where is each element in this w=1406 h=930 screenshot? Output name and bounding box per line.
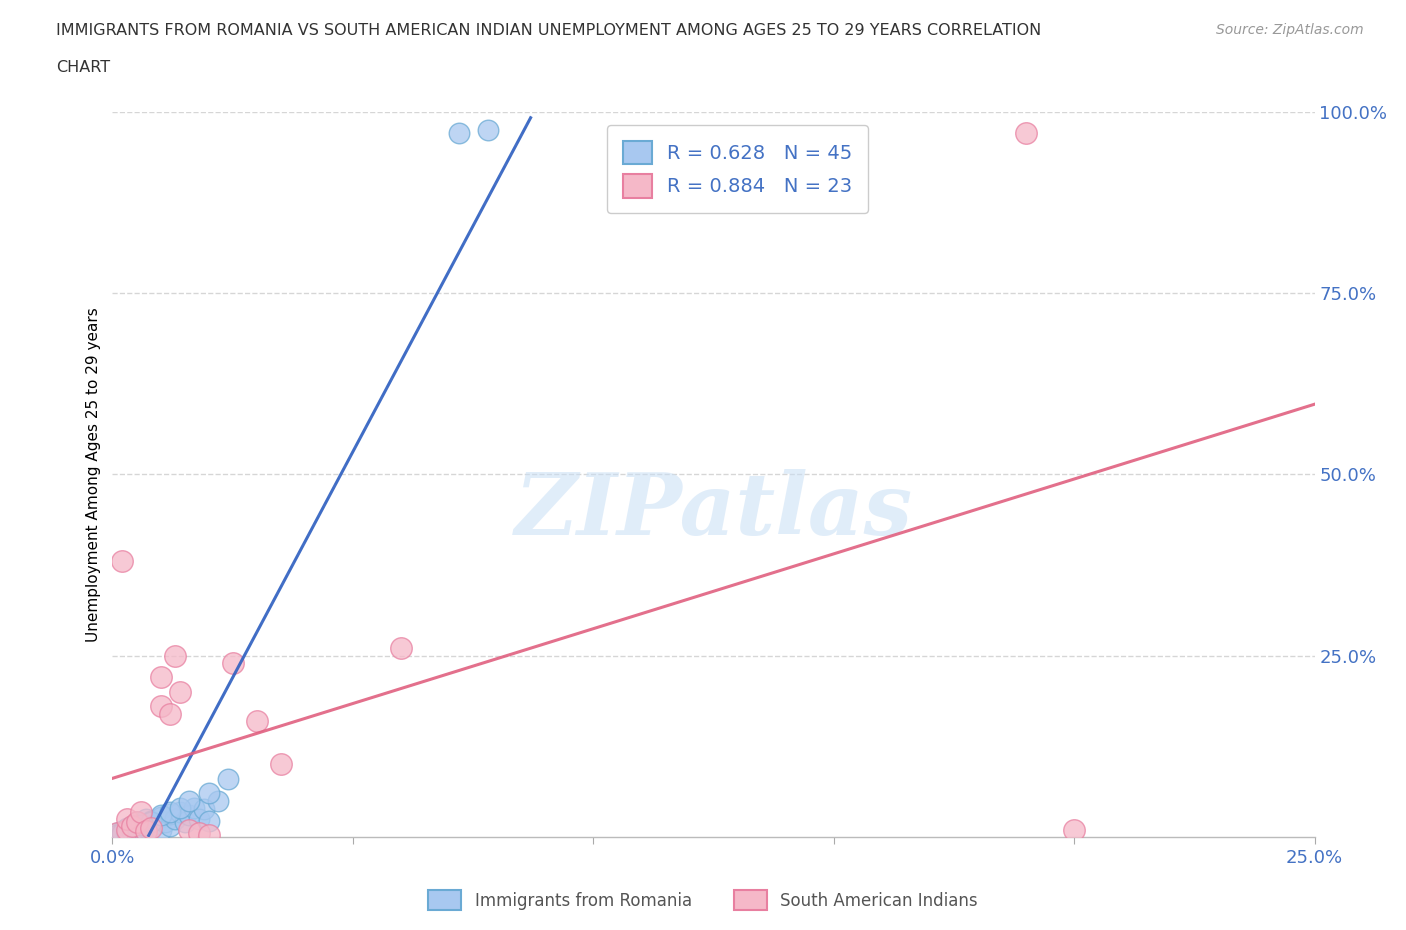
Point (121, 818, 143, 833)
Text: Source: ZipAtlas.com: Source: ZipAtlas.com (1216, 23, 1364, 37)
Point (115, 827, 138, 842)
Point (197, 828, 219, 843)
Point (131, 822, 153, 837)
Point (159, 706, 181, 721)
Point (179, 793, 201, 808)
Point (125, 815, 148, 830)
Point (477, 123, 499, 138)
Point (179, 822, 201, 837)
Point (135, 824, 157, 839)
Point (197, 786, 219, 801)
Point (115, 811, 138, 827)
Point (169, 804, 191, 819)
Point (125, 815, 148, 830)
Point (105, 826, 128, 841)
Point (139, 821, 162, 836)
Y-axis label: Unemployment Among Ages 25 to 29 years: Unemployment Among Ages 25 to 29 years (86, 307, 101, 642)
Point (111, 828, 134, 843)
Point (149, 670, 172, 684)
Point (131, 818, 153, 833)
Text: CHART: CHART (56, 60, 110, 75)
Point (135, 821, 157, 836)
Point (217, 772, 239, 787)
Point (111, 824, 134, 839)
Point (169, 684, 191, 699)
Point (169, 801, 191, 816)
Point (270, 757, 292, 772)
Point (149, 808, 172, 823)
Point (179, 808, 201, 823)
Point (155, 815, 177, 830)
Point (105, 826, 128, 841)
Point (173, 815, 195, 830)
Point (197, 814, 219, 829)
Point (159, 804, 181, 819)
Legend: Immigrants from Romania, South American Indians: Immigrants from Romania, South American … (422, 884, 984, 917)
Point (115, 821, 138, 836)
Point (139, 815, 162, 830)
Point (131, 804, 153, 819)
Text: ZIPatlas: ZIPatlas (515, 469, 912, 552)
Point (163, 811, 186, 827)
Point (125, 821, 148, 836)
Point (121, 822, 143, 837)
Point (159, 806, 181, 821)
Point (188, 826, 211, 841)
Point (111, 825, 134, 840)
Point (447, 126, 470, 140)
Point (159, 818, 181, 833)
Point (139, 818, 162, 833)
Point (115, 822, 138, 837)
Point (131, 817, 153, 831)
Point (207, 793, 229, 808)
Point (1063, 822, 1085, 837)
Point (139, 814, 162, 829)
Point (149, 809, 172, 824)
Point (193, 802, 215, 817)
Point (183, 801, 205, 816)
Point (246, 713, 269, 728)
Point (149, 822, 172, 837)
Point (115, 825, 138, 840)
Point (121, 824, 143, 839)
Point (111, 554, 134, 569)
Point (188, 811, 211, 827)
Legend: R = 0.628   N = 45, R = 0.884   N = 23: R = 0.628 N = 45, R = 0.884 N = 23 (607, 125, 868, 213)
Point (135, 811, 157, 827)
Point (163, 648, 186, 663)
Point (222, 656, 245, 671)
Point (389, 641, 412, 656)
Point (105, 828, 128, 843)
Point (149, 699, 172, 714)
Point (121, 818, 143, 833)
Text: IMMIGRANTS FROM ROMANIA VS SOUTH AMERICAN INDIAN UNEMPLOYMENT AMONG AGES 25 TO 2: IMMIGRANTS FROM ROMANIA VS SOUTH AMERICA… (56, 23, 1042, 38)
Point (125, 824, 148, 839)
Point (145, 817, 167, 831)
Point (1015, 126, 1038, 140)
